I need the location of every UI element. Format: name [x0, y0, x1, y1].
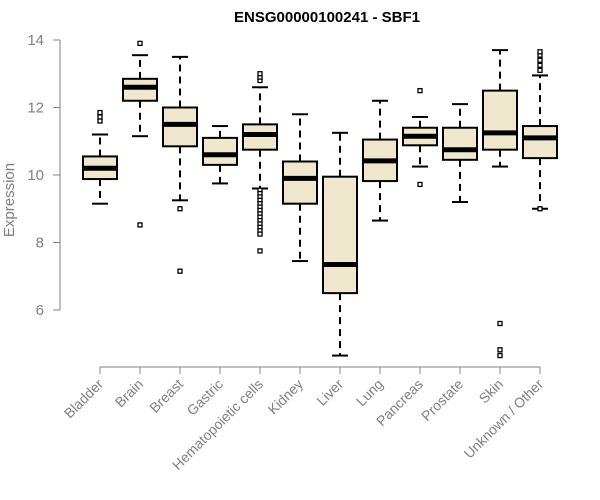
- box-body-breast: [162, 106, 198, 148]
- x-tick-label-brain: Brain: [112, 376, 146, 410]
- box-unknown-other: [522, 49, 558, 212]
- box-pancreas: [402, 87, 438, 188]
- x-tick-label-breast: Breast: [146, 376, 186, 416]
- outlier-pancreas-1: [417, 181, 423, 188]
- box-liver: [322, 131, 358, 357]
- y-tick-label-14: 14: [27, 32, 44, 49]
- y-axis: 6 8 10 12 14: [27, 32, 61, 319]
- box-series: [82, 40, 558, 359]
- box-skin: [482, 49, 518, 359]
- outlier-skin-1: [497, 347, 503, 353]
- outlier-unknown-other-5: [537, 206, 543, 212]
- box-body-hematopoietic-cells: [242, 123, 278, 151]
- x-tick-label-liver: Liver: [313, 376, 346, 409]
- chart-title: ENSG00000100241 - SBF1: [234, 9, 420, 26]
- outlier-hematopoietic-cells-2: [257, 71, 263, 77]
- box-body-gastric: [202, 136, 238, 166]
- outlier-breast-1: [177, 268, 183, 274]
- y-tick-label-6: 6: [36, 302, 44, 319]
- box-kidney: [282, 113, 318, 263]
- outlier-hematopoietic-cells-16: [257, 231, 263, 237]
- box-body-unknown-other: [522, 125, 558, 160]
- outlier-bladder-2: [97, 109, 103, 116]
- outlier-unknown-other-0: [537, 67, 543, 74]
- outlier-skin-2: [497, 352, 503, 359]
- x-tick-label-lung: Lung: [353, 376, 386, 409]
- y-tick-label-10: 10: [27, 167, 44, 184]
- y-tick-label-12: 12: [27, 100, 44, 117]
- x-tick-label-bladder: Bladder: [61, 376, 107, 422]
- outlier-brain-1: [137, 40, 143, 47]
- x-tick-label-skin: Skin: [476, 376, 507, 407]
- outlier-unknown-other-2: [537, 57, 543, 63]
- outlier-brain-0: [137, 222, 143, 228]
- box-brain: [122, 40, 158, 228]
- y-axis-label: Expression: [1, 163, 18, 237]
- box-gastric: [202, 125, 238, 185]
- box-body-brain: [122, 77, 158, 102]
- box-prostate: [442, 103, 478, 203]
- box-lung: [362, 99, 398, 222]
- box-body-kidney: [282, 160, 318, 205]
- box-body-prostate: [442, 126, 478, 161]
- y-tick-label-8: 8: [36, 235, 44, 252]
- box-bladder: [82, 109, 118, 205]
- outlier-bladder-0: [97, 118, 103, 124]
- outlier-pancreas-0: [417, 87, 423, 94]
- box-body-skin: [482, 89, 518, 151]
- outlier-breast-0: [177, 206, 183, 212]
- x-tick-label-prostate: Prostate: [418, 376, 466, 424]
- outlier-unknown-other-4: [537, 49, 543, 55]
- box-body-liver: [322, 175, 358, 295]
- x-tick-label-kidney: Kidney: [265, 376, 307, 418]
- outlier-bladder-1: [97, 114, 103, 120]
- box-breast: [162, 55, 198, 274]
- outlier-hematopoietic-cells-17: [257, 248, 263, 254]
- outlier-unknown-other-1: [537, 62, 543, 68]
- outlier-skin-0: [497, 320, 503, 327]
- box-hematopoietic-cells: [242, 71, 278, 254]
